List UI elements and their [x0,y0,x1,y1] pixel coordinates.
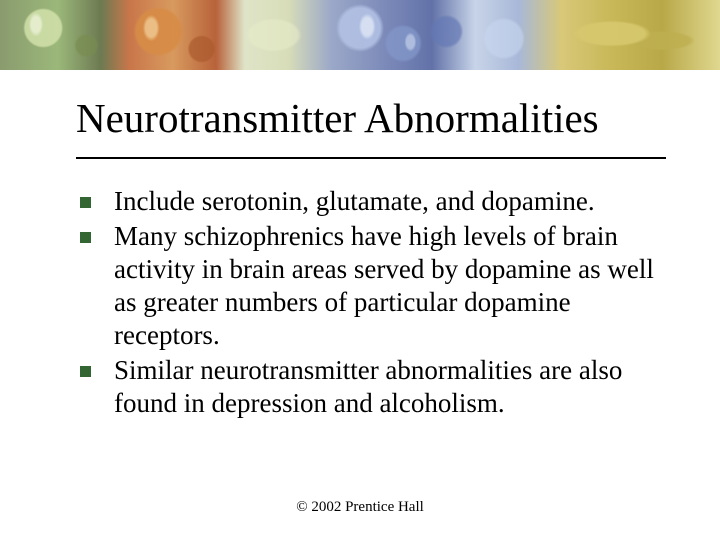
decorative-banner [0,0,720,70]
bullet-list: Include serotonin, glutamate, and dopami… [78,185,660,420]
list-item: Many schizophrenics have high levels of … [114,220,660,352]
slide-content: Neurotransmitter Abnormalities Include s… [0,70,720,422]
list-item: Include serotonin, glutamate, and dopami… [114,185,660,218]
slide-title: Neurotransmitter Abnormalities [76,96,666,141]
title-container: Neurotransmitter Abnormalities [76,96,666,159]
copyright-footer: © 2002 Prentice Hall [0,499,720,516]
list-item: Similar neurotransmitter abnormalities a… [114,354,660,420]
